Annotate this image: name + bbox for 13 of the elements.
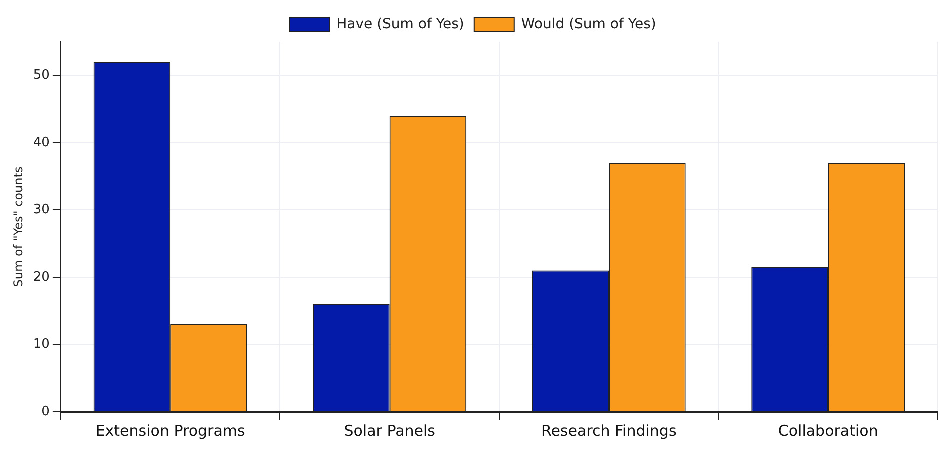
y-axis-title: Sum of "Yes" counts: [11, 166, 26, 288]
y-tick-label: 10: [33, 337, 50, 352]
legend-label: Have (Sum of Yes): [336, 16, 464, 33]
y-tick-label: 30: [33, 202, 50, 218]
y-tick-label: 20: [33, 270, 50, 285]
x-tick-label: Research Findings: [541, 422, 677, 440]
x-tick-label: Collaboration: [778, 422, 878, 440]
x-tick-label: Solar Panels: [344, 422, 436, 440]
y-tick-label: 40: [33, 135, 50, 150]
x-tick-label: Extension Programs: [96, 422, 246, 440]
y-tick-label: 50: [33, 68, 50, 84]
y-tick-label: 0: [42, 404, 50, 420]
legend-label: Would (Sum of Yes): [521, 16, 656, 33]
